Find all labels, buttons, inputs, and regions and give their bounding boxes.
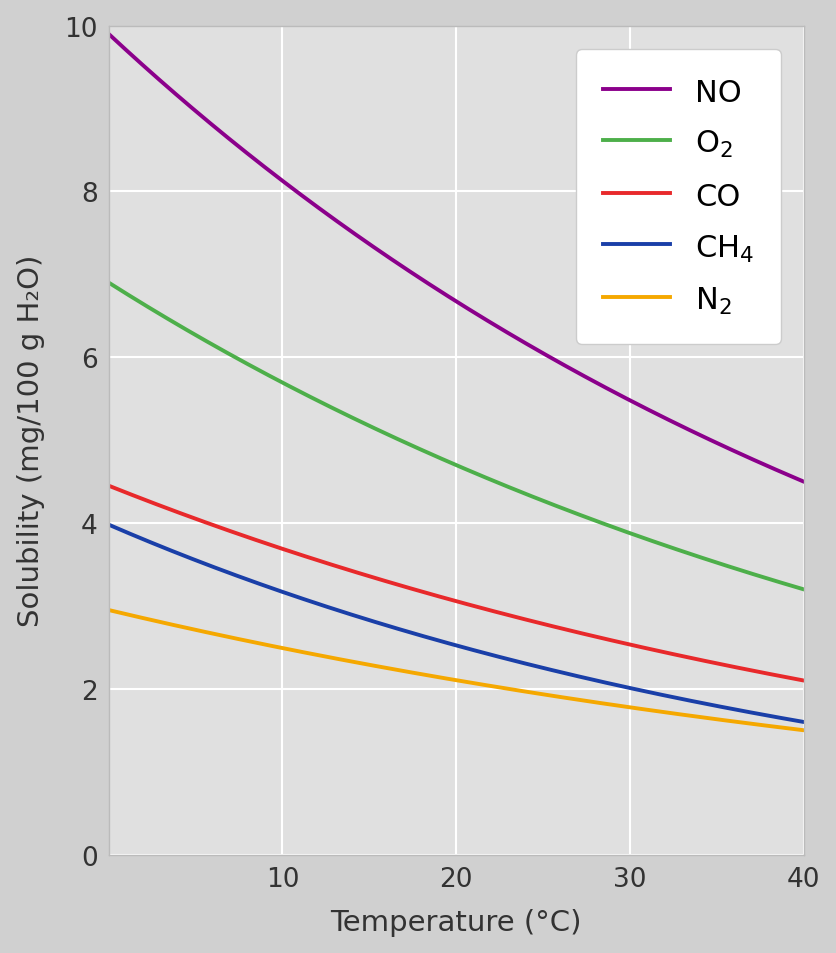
Legend: NO, O$_2$, CO, CH$_4$, N$_2$: NO, O$_2$, CO, CH$_4$, N$_2$	[575, 51, 781, 344]
X-axis label: Temperature (°C): Temperature (°C)	[330, 908, 581, 937]
Y-axis label: Solubility (mg/100 g H₂O): Solubility (mg/100 g H₂O)	[17, 254, 44, 627]
